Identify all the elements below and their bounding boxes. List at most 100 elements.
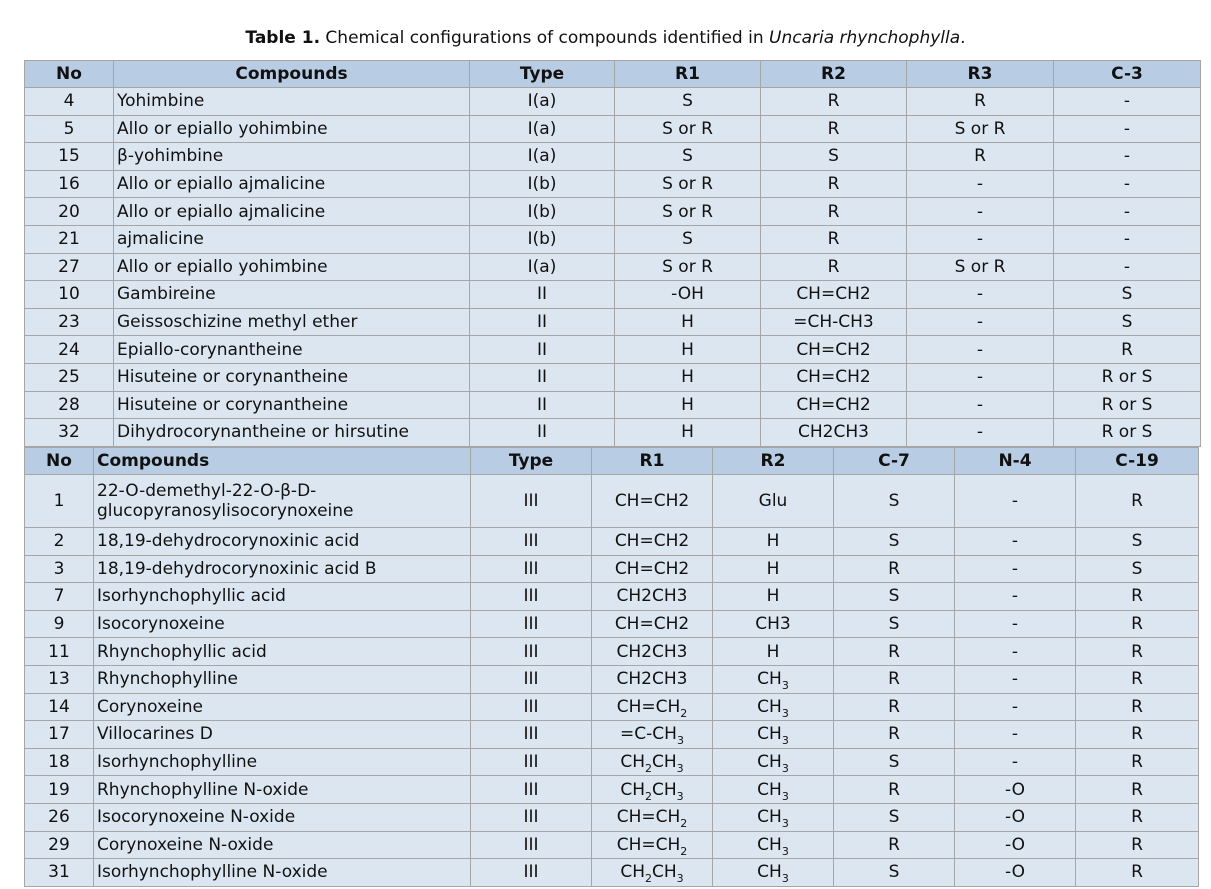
table-cell: CH=CH2 (591, 802, 713, 832)
subscript: 3 (781, 817, 789, 831)
table-cell: Hisuteine or corynantheine (113, 362, 470, 392)
header-cell: Type (470, 447, 592, 475)
table-cell: III (470, 664, 592, 694)
table-cell: S (1075, 554, 1199, 584)
table-cell: - (954, 554, 1076, 584)
table-cell: Dihydrocorynantheine or hirsutine (113, 418, 470, 447)
table-cell: H (614, 362, 761, 392)
table-row: 11 Rhynchophyllic acid III CH2CH3 H R - R (24, 637, 1199, 666)
table-cell: CH2CH3 (760, 418, 907, 447)
table-row: 4 Yohimbine I(a) S R R - (24, 87, 1201, 116)
subscript: 2 (680, 706, 688, 720)
cell-text: CH (757, 752, 782, 773)
table-types-1-2: No Compounds Type R1 R2 R3 C-3 4 Yohimbine I(a) S R… (24, 60, 1201, 447)
table-cell: Allo or epiallo ajmalicine (113, 169, 470, 199)
table-cell: - (1053, 197, 1201, 226)
table-cell: R (833, 554, 955, 584)
table-cell: Isorhynchophyllic acid (93, 582, 471, 611)
table-cell: - (906, 169, 1054, 199)
table-cell: II (469, 280, 615, 309)
table-row: 21 ajmalicine I(b) S R - - (24, 224, 1201, 254)
table-cell: R or S (1053, 390, 1201, 420)
table-cell: 20 (24, 197, 114, 226)
subscript: 3 (781, 762, 789, 776)
table-row: 26 Isocorynoxeine N-oxide III CH=CH2 CH3 S -O R (24, 802, 1199, 832)
table-cell: R (1075, 802, 1199, 832)
table-cell: R (833, 664, 955, 694)
table-cell: Epiallo-corynantheine (113, 335, 470, 364)
table-row: 17 Villocarines D III =C-CH3 CH3 R - R (24, 720, 1199, 749)
table-row: 32 Dihydrocorynantheine or hirsutine II H CH… (24, 418, 1201, 447)
table-cell: 32 (24, 418, 114, 447)
table-cell: CH2CH3 (591, 637, 713, 666)
table-cell: -O (954, 858, 1076, 887)
cell-text: CH=CH (616, 696, 681, 717)
subscript: 3 (781, 872, 789, 886)
table-cell: - (954, 609, 1076, 639)
table-cell: - (1053, 142, 1201, 171)
table-cell: R (1053, 335, 1201, 364)
table-cell: 26 (24, 802, 94, 832)
table-cell: S (614, 87, 761, 116)
header-cell: R1 (591, 447, 713, 475)
table-cell: CH3 (712, 747, 834, 777)
cell-text: CH (652, 779, 677, 800)
table-row: 24 Epiallo-corynantheine II H CH=CH2- R (24, 335, 1201, 364)
table-cell: I(b) (469, 224, 615, 254)
table-cell: S (833, 474, 955, 528)
table-cell: S (833, 858, 955, 887)
table-caption: Table 1. Chemical configurations of comp… (0, 28, 1211, 48)
table-cell: I(b) (469, 169, 615, 199)
table-cell: =C-CH3 (591, 720, 713, 749)
table-cell: CH=CH2 (760, 362, 907, 392)
caption-label: Table 1. (245, 28, 321, 48)
subscript: 3 (676, 872, 684, 886)
table-cell: 17 (24, 720, 94, 749)
table-cell: 4 (24, 87, 114, 116)
subscript: 3 (781, 734, 789, 748)
table-cell: R (906, 87, 1054, 116)
table-cell: Rhynchophyllic acid (93, 637, 471, 666)
table-cell: R (833, 692, 955, 722)
table-cell: III (470, 858, 592, 887)
table-cell: CH2CH3 (591, 858, 713, 887)
table-cell: III (470, 474, 592, 528)
table-cell: S (833, 802, 955, 832)
table-cell: III (470, 609, 592, 639)
table-cell: - (954, 582, 1076, 611)
table-cell: - (906, 307, 1054, 337)
table-cell: - (906, 390, 1054, 420)
table-cell: ajmalicine (113, 224, 470, 254)
table-cell: CH=CH2 (591, 609, 713, 639)
table-cell: R (833, 775, 955, 804)
table-cell: 14 (24, 692, 94, 722)
table-cell: S (1053, 280, 1201, 309)
subscript: 3 (781, 844, 789, 858)
table-cell: III (470, 747, 592, 777)
table-cell: - (906, 418, 1054, 447)
table-cell: CH2CH3 (591, 582, 713, 611)
table-cell: I(a) (469, 87, 615, 116)
table-cell: Hisuteine or corynantheine (113, 390, 470, 420)
cell-text: CH=CH (616, 807, 681, 828)
table-cell: - (954, 692, 1076, 722)
header-row: No Compounds Type R1 R2 R3 C-3 (24, 60, 1201, 88)
header-cell: Type (469, 60, 615, 88)
subscript: 3 (781, 789, 789, 803)
table-cell: β-yohimbine (113, 142, 470, 171)
table-cell: CH=CH2 (591, 692, 713, 722)
table-cell: 18,19-dehydrocorynoxinic acid (93, 527, 471, 556)
header-cell: C-7 (833, 447, 955, 475)
table-cell: 9 (24, 609, 94, 639)
table-cell: II (469, 390, 615, 420)
table-row: 1 22-O-demethyl-22-O-β-D-glucopyranosylis… (24, 474, 1199, 528)
table-cell: -O (954, 775, 1076, 804)
table-cell: - (1053, 224, 1201, 254)
table-cell: 16 (24, 169, 114, 199)
header-cell: R3 (906, 60, 1054, 88)
table-cell: CH=CH2 (591, 527, 713, 556)
table-cell: S or R (906, 114, 1054, 144)
table-cell: CH=CH2 (760, 335, 907, 364)
